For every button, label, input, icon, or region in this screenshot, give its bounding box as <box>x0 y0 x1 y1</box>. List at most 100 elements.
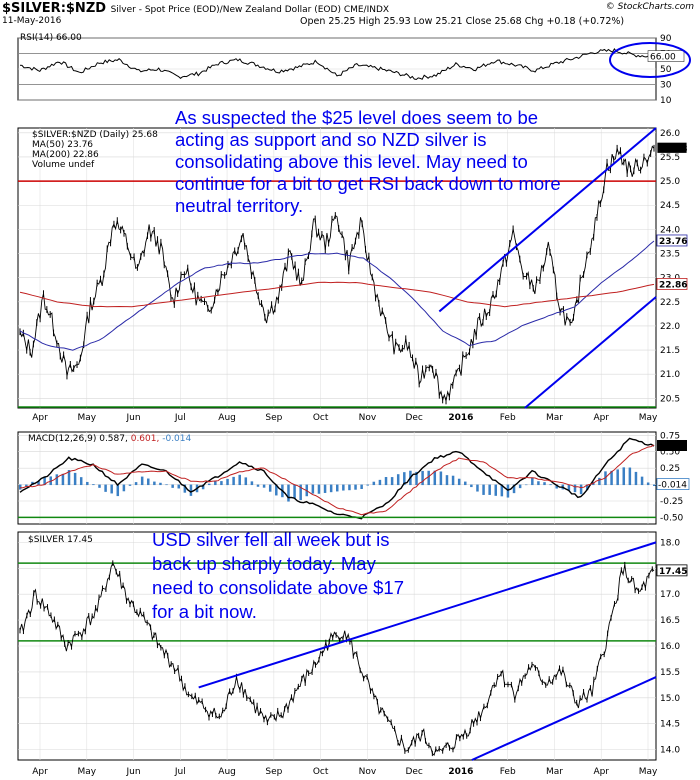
macd-signal-line <box>19 444 655 516</box>
price-annotation-line: As suspected the $25 level does seem to … <box>175 107 538 128</box>
price-ytick-label: 20.5 <box>660 394 680 404</box>
macd-histogram-bar <box>329 484 333 493</box>
price-month-label: Sep <box>265 413 282 423</box>
macd-histogram-bar <box>585 484 589 491</box>
macd-histogram-bar <box>451 475 455 486</box>
price-annotation-line: consolidating above this level. May need… <box>175 151 528 172</box>
macd-histogram-bar <box>622 467 626 486</box>
usd-ytick-label: 14.0 <box>660 746 680 756</box>
rsi-line <box>19 48 655 81</box>
price-legend-title: $SILVER:$NZD (Daily) 25.68 <box>32 130 158 140</box>
usd-annotation-line: back up sharply today. May <box>152 553 377 574</box>
usd-ytick-label: 16.5 <box>660 616 680 626</box>
macd-histogram-bar <box>244 477 248 486</box>
macd-histogram-bar <box>336 484 339 492</box>
macd-ytick-label: -0.25 <box>660 497 683 507</box>
macd-histogram-bar <box>287 484 290 502</box>
macd-histogram-bar <box>628 467 632 486</box>
macd-histogram-bar <box>98 484 101 488</box>
usd-month-label: Apr <box>32 767 48 777</box>
usd-month-label: 2016 <box>448 767 473 777</box>
macd-line <box>19 437 655 520</box>
price-tag-label: 22.86 <box>659 280 687 290</box>
price-ytick-label: 24.5 <box>660 201 680 211</box>
usd-month-label: Mar <box>546 767 563 777</box>
price-ytick-label: 22.5 <box>660 298 680 308</box>
macd-histogram-bar <box>360 484 363 490</box>
price-ytick-label: 25.5 <box>660 153 680 163</box>
macd-histogram-bar <box>79 477 83 486</box>
price-ytick-label: 22.0 <box>660 322 680 332</box>
macd-histogram-bar <box>183 484 187 493</box>
price-ytick-label: 21.0 <box>660 370 680 380</box>
price-tag-box <box>656 234 688 247</box>
price-month-label: Mar <box>546 413 563 423</box>
usd-month-label: May <box>639 767 658 777</box>
macd-histogram-bar <box>549 484 552 486</box>
price-line <box>19 145 655 402</box>
price-month-label: Oct <box>313 413 329 423</box>
macd-histogram-bar <box>311 484 315 494</box>
price-month-label: Jun <box>126 413 141 423</box>
usd-month-label: Jul <box>174 767 186 777</box>
macd-histogram-bar <box>488 484 491 495</box>
macd-histogram-bar <box>25 484 28 487</box>
macd-histogram-bar <box>262 484 266 488</box>
macd-histogram-bar <box>165 484 168 486</box>
rsi-ytick-label: 90 <box>660 34 672 44</box>
macd-histogram-bar <box>421 470 424 486</box>
macd-histogram-bar <box>128 484 132 486</box>
macd-histogram-bar <box>232 476 235 486</box>
ma50-legend: MA(50) 23.76 <box>32 140 93 150</box>
macd-histogram-bar <box>189 484 193 496</box>
macd-histogram-bar <box>433 470 437 486</box>
macd-histogram-bar <box>37 480 40 486</box>
macd-histogram-bar <box>640 476 644 486</box>
macd-histogram-bar <box>524 484 528 486</box>
price-month-label: Dec <box>405 413 422 423</box>
lower-channel-line <box>524 296 657 409</box>
macd-histogram-bar <box>531 477 534 486</box>
macd-histogram-bar <box>201 484 205 490</box>
macd-histogram-bar <box>214 480 217 486</box>
rsi-highlight-ellipse <box>609 42 691 78</box>
macd-histogram-bar <box>323 484 327 493</box>
rsi-value-box <box>647 50 685 62</box>
macd-ytick-label: 0.25 <box>660 464 680 474</box>
price-tag-label: 25.68 <box>659 144 687 154</box>
usd-ytick-label: 15.0 <box>660 694 680 704</box>
price-month-label: Aug <box>218 413 236 423</box>
macd-histogram-bar <box>610 470 613 486</box>
usd-month-label: Dec <box>405 767 422 777</box>
macd-histogram-bar <box>445 475 449 486</box>
chart-symbol: $SILVER:$NZD Silver - Spot Price (EOD)/N… <box>2 1 390 16</box>
macd-histogram-bar <box>457 478 461 486</box>
macd-histogram-bar <box>506 484 510 498</box>
price-annotation-line: continue for a bit to get RSI back down … <box>175 173 561 194</box>
rsi-legend: RSI(14) 66.00 <box>20 33 82 43</box>
macd-histogram-bar <box>92 484 95 486</box>
price-tag-box <box>656 141 688 154</box>
macd-histogram-bar <box>476 484 479 492</box>
usd-month-label: Jun <box>126 767 141 777</box>
price-ytick-label: 23.5 <box>660 250 680 260</box>
macd-histogram-bar <box>177 484 180 489</box>
macd-value-label: 0.587 <box>659 442 685 452</box>
price-annotation-line: acting as support and so NZD silver is <box>175 129 487 150</box>
price-panel-frame <box>17 127 657 409</box>
macd-histogram-bar <box>573 484 577 493</box>
price-tag-box <box>656 278 688 290</box>
macd-histogram-bar <box>207 483 211 486</box>
macd-histogram-bar <box>439 471 443 486</box>
macd-histogram-bar <box>317 484 321 494</box>
macd-histogram-bar <box>342 484 345 491</box>
macd-histogram-bar <box>403 472 406 486</box>
macd-histogram-bar <box>61 473 65 486</box>
macd-histogram-bar <box>116 484 120 497</box>
stockcharts-brand: © StockCharts.com <box>605 2 694 12</box>
price-month-label: Apr <box>593 413 609 423</box>
macd-histogram-bar <box>140 476 144 486</box>
price-ytick-label: 24.0 <box>660 225 680 235</box>
macd-histogram-bar <box>19 484 22 490</box>
